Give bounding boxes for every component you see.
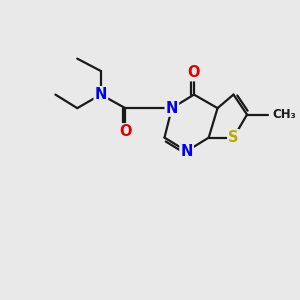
Text: O: O xyxy=(188,65,200,80)
Text: N: N xyxy=(180,144,193,159)
Text: O: O xyxy=(119,124,131,139)
Text: CH₃: CH₃ xyxy=(272,108,296,121)
Text: S: S xyxy=(228,130,239,145)
Text: N: N xyxy=(166,100,178,116)
Text: N: N xyxy=(94,87,107,102)
